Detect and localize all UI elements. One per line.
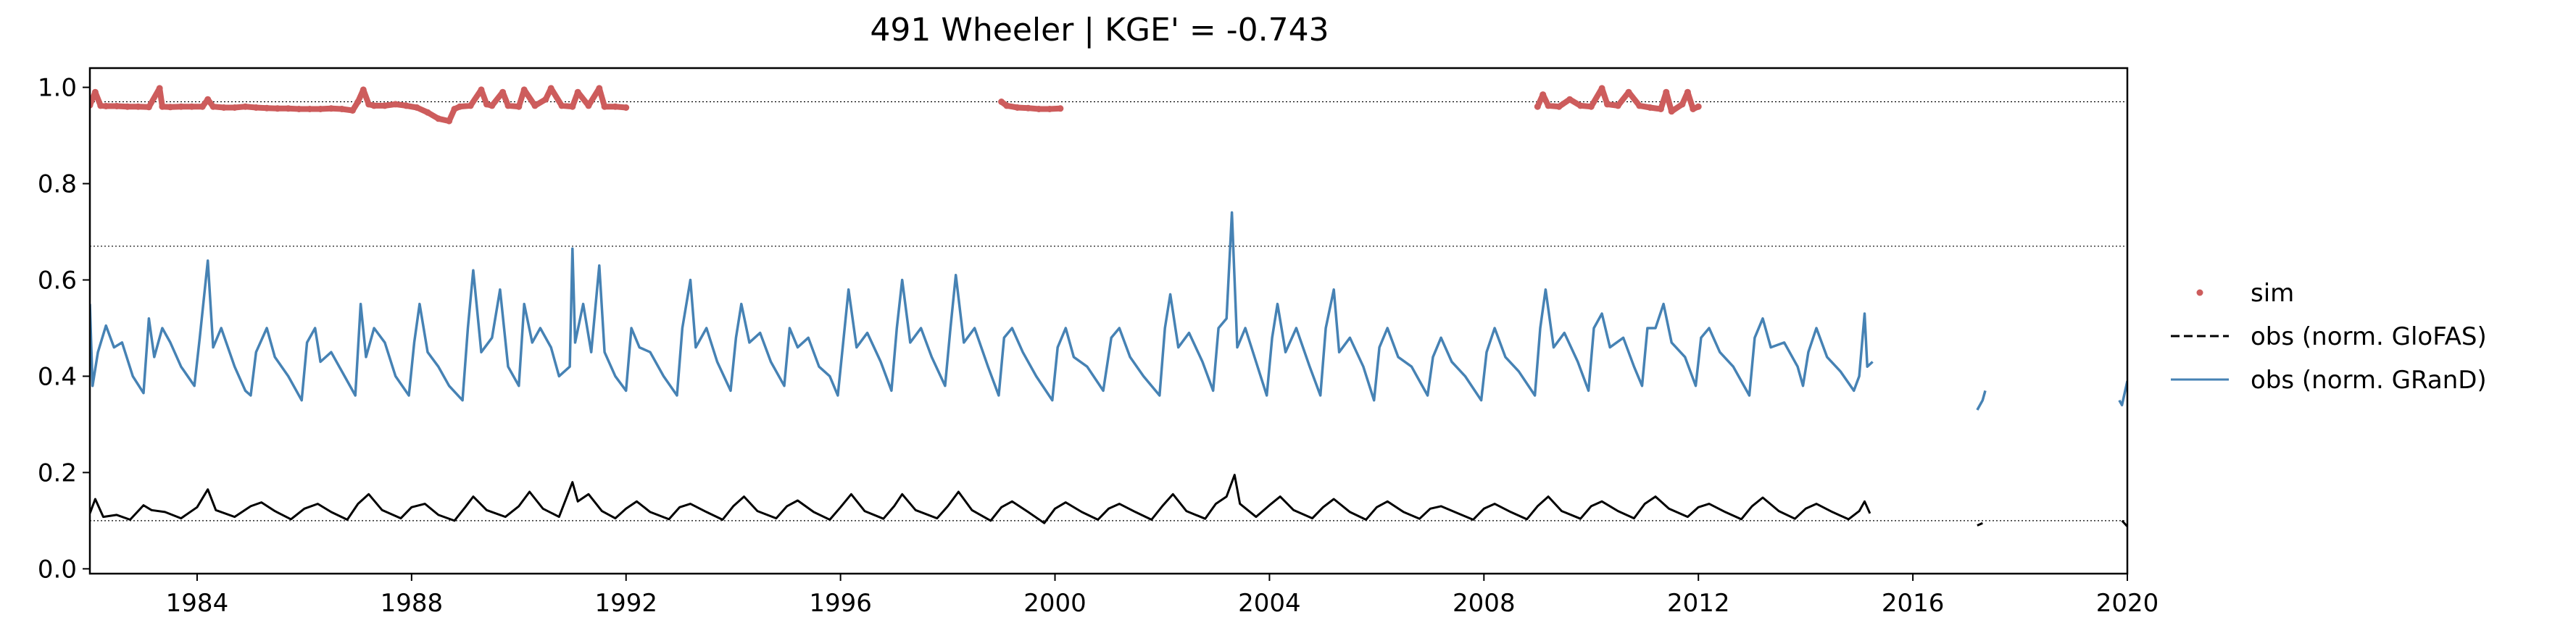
x-tick-label: 1996 [809,589,872,618]
y-tick-label: 0.6 [38,266,77,295]
sim-band [998,99,1063,112]
plot-frame [88,67,2129,575]
x-tick-label: 2004 [1238,589,1301,618]
x-axis: 1984 1988 1992 1996 2000 2004 2008 2012 2016 2020 [166,574,2159,618]
chart-title: 491 Wheeler | KGE' = -0.743 [870,12,1329,49]
series-line [1976,390,1987,411]
legend-label: obs (norm. GRanD) [2251,366,2487,395]
legend: sim obs (norm. GloFAS) obs (norm. GRanD) [2171,279,2487,395]
y-axis: 0.0 0.2 0.4 0.6 0.8 1.0 [38,74,90,584]
x-tick-label: 1984 [166,589,229,618]
x-tick-label: 2012 [1667,589,1730,618]
legend-marker-sim [2196,289,2203,296]
legend-label: obs (norm. GloFAS) [2251,322,2487,351]
x-tick-label: 1992 [594,589,657,618]
x-tick-label: 2020 [2096,589,2159,618]
x-tick-label: 2000 [1023,589,1087,618]
x-tick-label: 2008 [1453,589,1516,618]
y-tick-label: 0.0 [38,555,77,584]
sim-band [1534,85,1702,114]
y-tick-label: 0.8 [38,170,77,199]
x-tick-label: 1988 [381,589,444,618]
y-tick-label: 0.2 [38,458,77,487]
y-tick-label: 1.0 [38,74,77,103]
legend-label: sim [2251,279,2294,308]
reference-lines [90,101,2127,521]
series-line [2118,380,2127,407]
series-line [1977,521,1983,527]
y-tick-label: 0.4 [38,362,77,391]
series-line [90,474,1871,524]
x-tick-label: 2016 [1882,589,1945,618]
series-line [90,211,1874,402]
series-layer [90,85,2127,527]
sim-band [90,85,629,125]
